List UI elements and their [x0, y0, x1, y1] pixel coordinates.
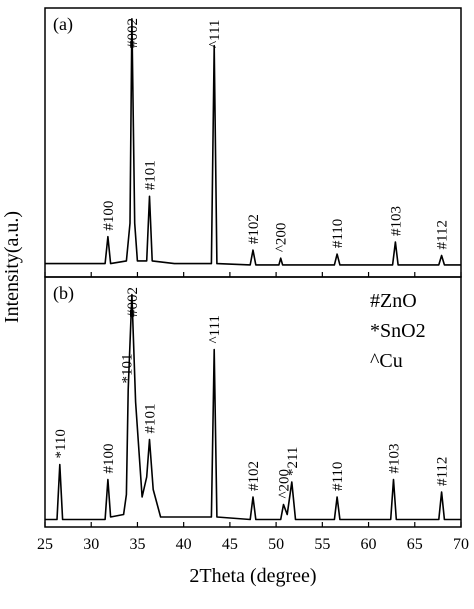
peak-label: #103 — [387, 444, 403, 474]
x-tick-label: 30 — [83, 536, 99, 553]
x-axis-label: 2Theta (degree) — [189, 565, 316, 587]
x-tick-label: 45 — [222, 536, 238, 553]
pattern-line — [45, 18, 461, 266]
peak-label: ^111 — [207, 315, 223, 343]
x-tick-label: 55 — [314, 536, 330, 553]
x-tick-label: 25 — [37, 536, 53, 553]
peak-label: #101 — [142, 160, 158, 190]
panel-label: (a) — [53, 14, 73, 35]
peak-label: #102 — [246, 461, 262, 491]
panel-label: (b) — [53, 283, 74, 304]
legend-text: #ZnO — [370, 290, 417, 312]
x-tick-label: 70 — [453, 536, 469, 553]
plot-frame — [44, 276, 462, 528]
y-axis-label: Intensity(a.u.) — [1, 211, 23, 323]
legend-text: ^Cu — [370, 350, 403, 372]
peak-label: #103 — [388, 206, 404, 236]
peak-label: #002 — [125, 287, 141, 317]
pattern-line — [45, 293, 461, 521]
x-tick-label: 50 — [268, 536, 284, 553]
x-tick-label: 65 — [407, 536, 423, 553]
peak-label: #102 — [246, 214, 262, 244]
x-tick-label: 40 — [176, 536, 192, 553]
peak-label: #002 — [125, 18, 141, 48]
x-tick-label: 60 — [361, 536, 377, 553]
peak-label: *101 — [119, 354, 135, 384]
peak-label: #112 — [435, 457, 451, 486]
peak-label: #110 — [330, 219, 346, 248]
peak-label: *110 — [53, 429, 69, 458]
x-tick-label: 35 — [129, 536, 145, 553]
peak-label: ^111 — [207, 20, 223, 48]
peak-label: *211 — [285, 447, 301, 476]
legend-text: *SnO2 — [370, 320, 426, 342]
peak-label: #100 — [101, 444, 117, 474]
peak-label: #110 — [330, 462, 346, 491]
peak-label: #112 — [435, 220, 451, 249]
peak-label: ^200 — [277, 469, 293, 499]
peak-label: #101 — [142, 404, 158, 434]
peak-label: ^200 — [274, 223, 290, 253]
peak-label: #100 — [101, 201, 117, 231]
